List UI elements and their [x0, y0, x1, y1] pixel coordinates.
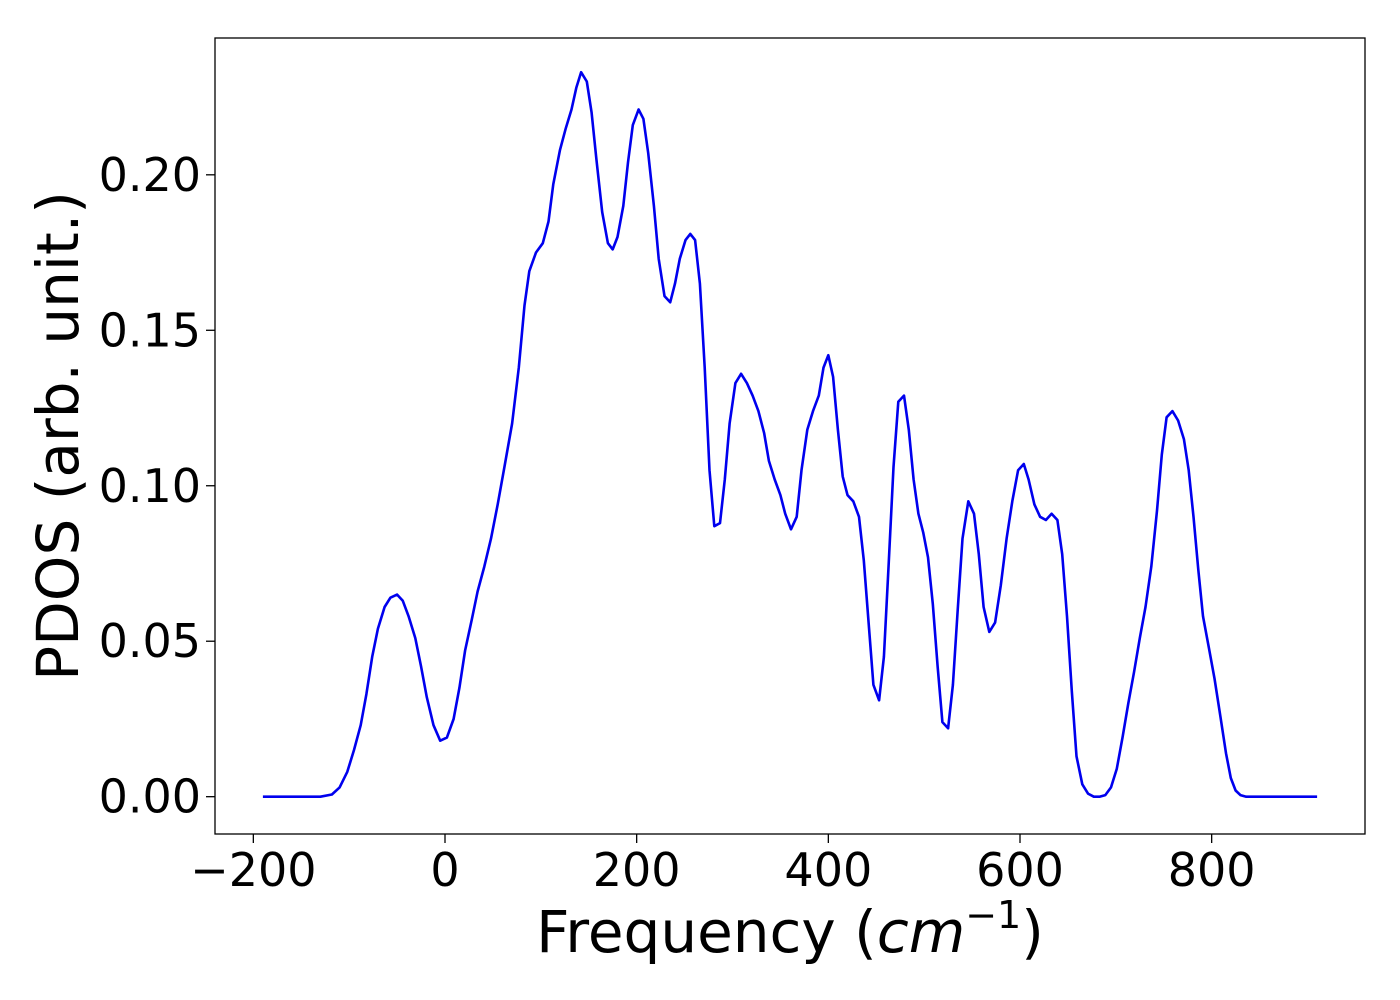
- x-tick-label: 200: [593, 843, 681, 897]
- x-tick-label: −200: [190, 843, 316, 897]
- pdos-series-line: [262, 70, 1318, 798]
- y-axis-ticks: 0.00 0.05 0.10 0.15 0.20: [99, 148, 215, 824]
- x-axis-title-exponent: −1: [965, 893, 1021, 937]
- y-tick-label: 0.10: [99, 459, 201, 513]
- x-axis-title-unit: cm: [877, 898, 965, 966]
- y-tick-label: 0.00: [99, 770, 201, 824]
- x-tick-label: 0: [430, 843, 459, 897]
- x-axis-ticks: −200 0 200 400 600 800: [190, 834, 1256, 897]
- y-tick-label: 0.20: [99, 148, 201, 202]
- x-axis-title-prefix: Frequency (: [536, 898, 877, 966]
- plot-area-frame: [214, 37, 1366, 835]
- y-axis-title: PDOS (arb. unit.): [24, 191, 92, 681]
- x-tick-label: 400: [784, 843, 872, 897]
- x-axis-title: Frequency (cm−1): [536, 893, 1044, 966]
- y-tick-label: 0.05: [99, 614, 201, 668]
- y-tick-label: 0.15: [99, 303, 201, 357]
- x-tick-label: 800: [1168, 843, 1256, 897]
- x-axis-title-suffix: ): [1021, 898, 1044, 966]
- x-tick-label: 600: [976, 843, 1064, 897]
